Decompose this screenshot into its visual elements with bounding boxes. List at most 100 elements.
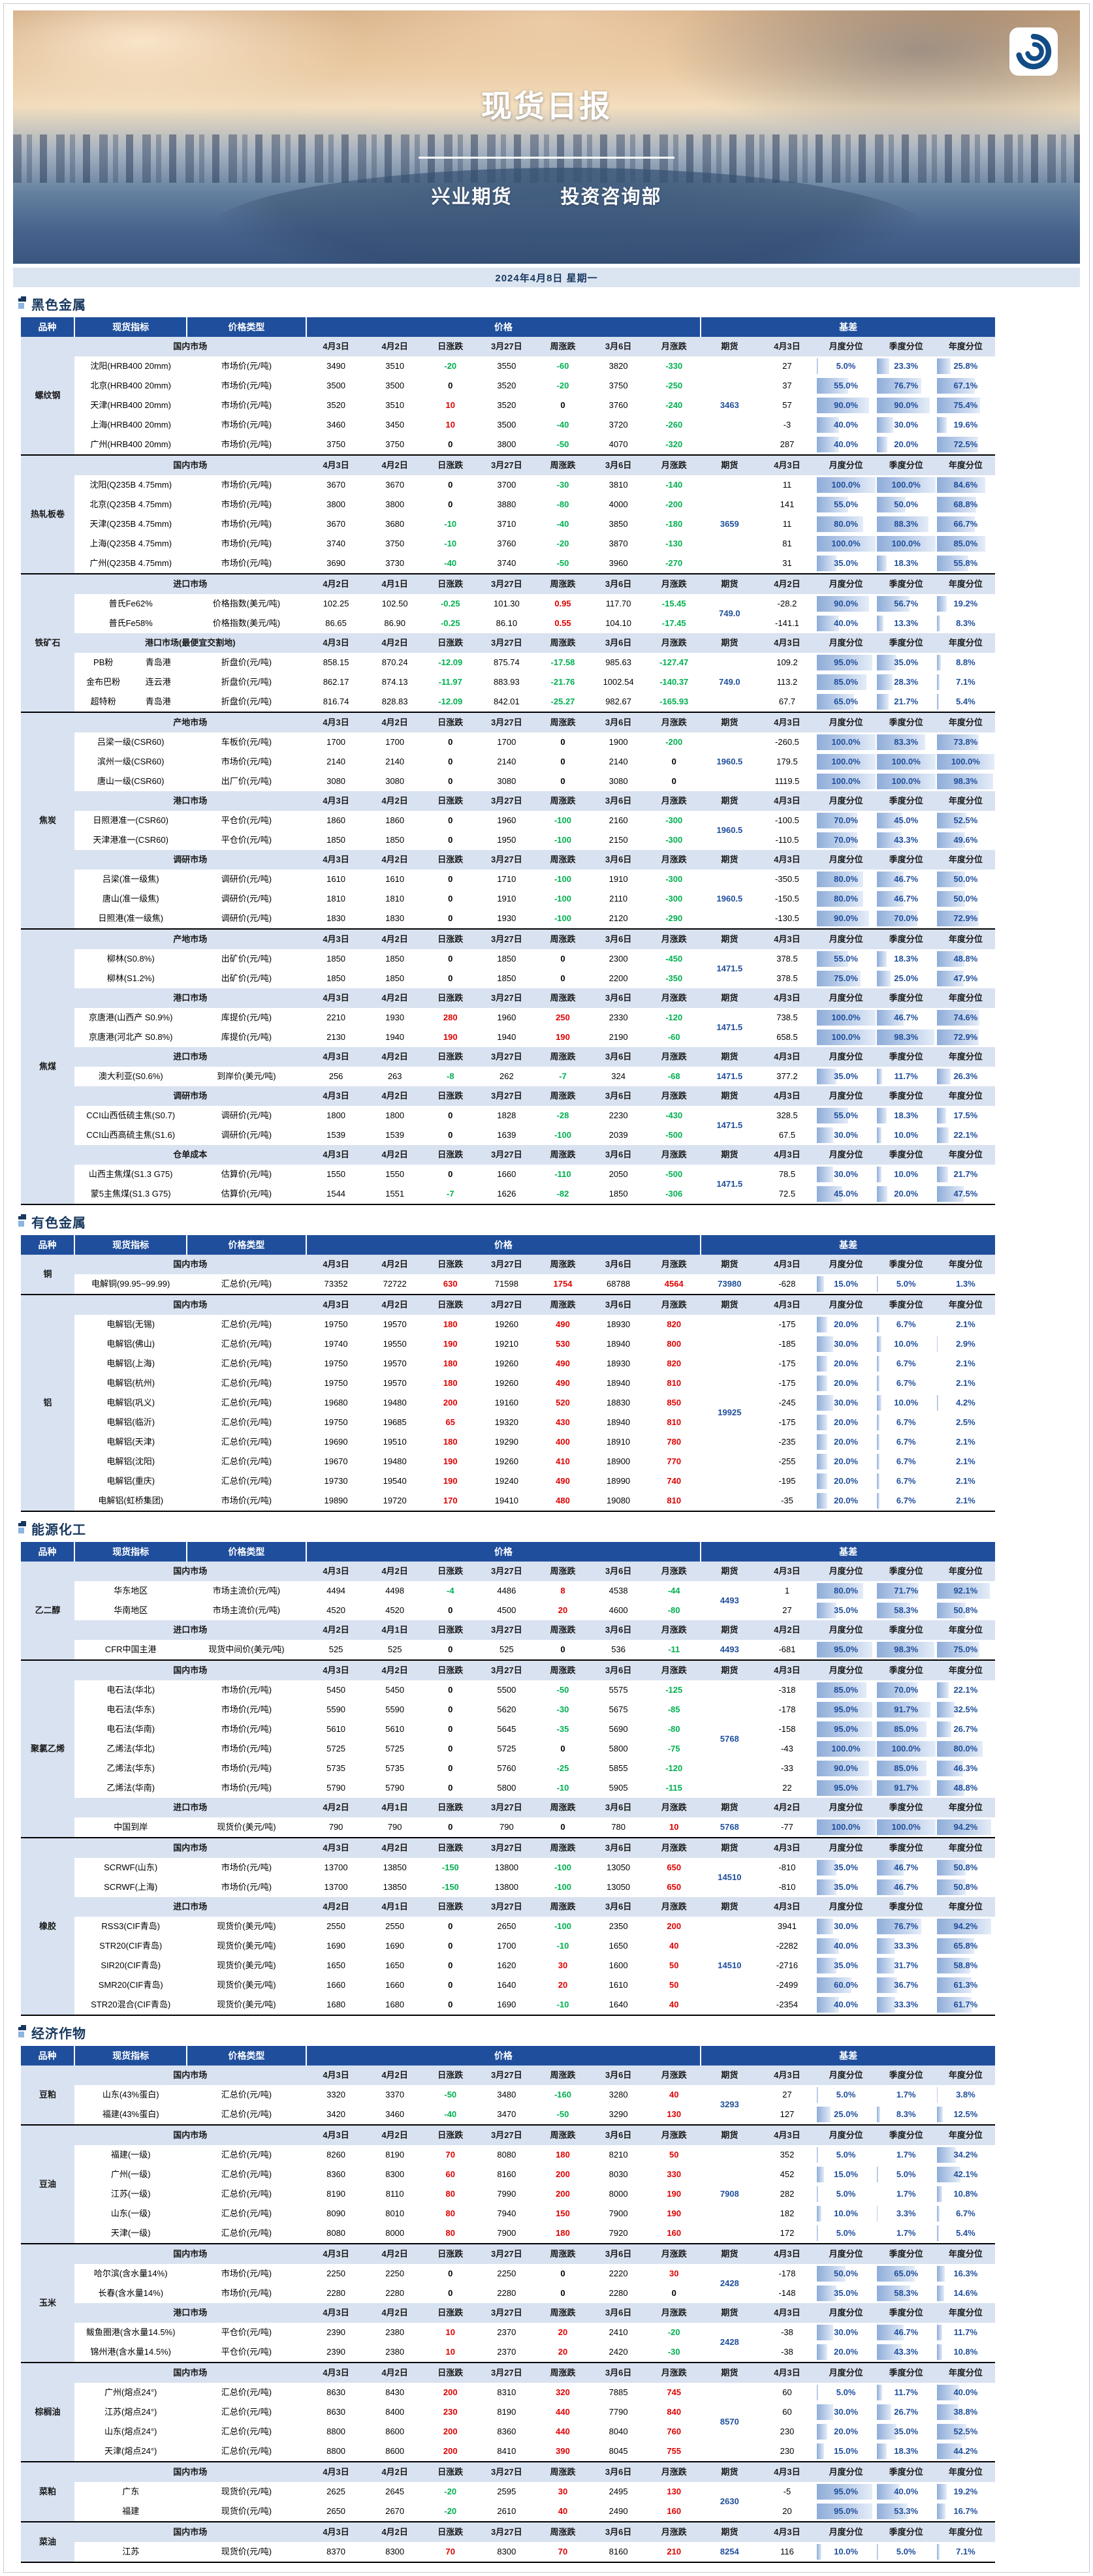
indicator-cell: STR20混合(CIF青岛) <box>74 1995 187 2015</box>
change-cell: -120 <box>647 1008 701 1028</box>
price-cell: 2280 <box>590 2284 647 2303</box>
subheader-col-10: 季度分位 <box>876 2462 936 2482</box>
price-cell: 18940 <box>590 1334 647 1354</box>
price-cell: 5450 <box>306 1680 366 1700</box>
percentile-cell-0: 5.0% <box>816 356 876 376</box>
price-cell: 5905 <box>590 1778 647 1798</box>
indicator-cell: 广东 <box>74 2482 187 2502</box>
percentile-cell-2: 10.8% <box>936 2184 995 2204</box>
percentile-cell-2: 50.0% <box>936 870 995 889</box>
basis-cell: 57 <box>758 396 816 415</box>
percentile-cell-1: 33.3% <box>876 1995 936 2015</box>
subheader-col-2: 日涨跌 <box>424 850 477 870</box>
price-cell: 8800 <box>306 2442 366 2462</box>
subheader-col-2: 日涨跌 <box>424 1897 477 1917</box>
subheader-col-1: 4月2日 <box>366 1047 424 1067</box>
subheader-col-1: 4月2日 <box>366 2244 424 2264</box>
change-cell: -17.45 <box>647 614 701 633</box>
price-cell: 19260 <box>477 1452 536 1471</box>
price-type-cell: 折盘价(元/吨) <box>187 692 306 712</box>
subheader-col-1: 4月2日 <box>366 337 424 356</box>
change-cell: 0 <box>424 376 477 396</box>
change-cell: -44 <box>647 1581 701 1601</box>
percentile-cell-1: 5.0% <box>876 2165 936 2184</box>
change-cell: 40 <box>647 1995 701 2015</box>
subheader-col-11: 年度分位 <box>936 2066 995 2085</box>
change-cell: -40 <box>536 415 590 435</box>
subheader-col-7: 期货 <box>701 1838 758 1858</box>
subheader-col-7: 期货 <box>701 574 758 594</box>
percentile-cell-2: 25.8% <box>936 356 995 376</box>
subheader-col-1: 4月2日 <box>366 2462 424 2482</box>
percentile-cell-2: 8.8% <box>936 653 995 672</box>
percentile-cell-1: 6.7% <box>876 1432 936 1452</box>
percentile-bar <box>817 2325 834 2340</box>
market-label: 国内市场 <box>74 2125 306 2145</box>
percentile-cell-0: 95.0% <box>816 1720 876 1739</box>
subheader-col-4: 周涨跌 <box>536 2363 590 2383</box>
price-type-cell: 估算价(元/吨) <box>187 1165 306 1184</box>
futures-cell: 1960.5 <box>701 870 758 929</box>
market-label: 港口市场(最便宜交割地) <box>74 633 306 653</box>
price-type-cell: 调研价(元/吨) <box>187 909 306 929</box>
percentile-cell-0: 45.0% <box>816 1184 876 1204</box>
price-cell: 5855 <box>590 1759 647 1778</box>
percentile-cell-2: 26.3% <box>936 1067 995 1086</box>
subheader-col-1: 4月2日 <box>366 850 424 870</box>
change-cell: -240 <box>647 396 701 415</box>
subheader-col-0: 4月2日 <box>306 1897 366 1917</box>
percentile-cell-1: 13.3% <box>876 614 936 633</box>
basis-cell: -141.1 <box>758 614 816 633</box>
subheader-col-11: 年度分位 <box>936 2125 995 2145</box>
price-cell: 1850 <box>477 969 536 988</box>
basis-cell: -195 <box>758 1471 816 1491</box>
price-type-cell: 平仓价(元/吨) <box>187 2323 306 2342</box>
percentile-bar <box>937 417 947 433</box>
change-cell: 0 <box>424 969 477 988</box>
subheader-col-4: 周涨跌 <box>536 1838 590 1858</box>
price-cell: 13800 <box>477 1877 536 1897</box>
percentile-cell-2: 44.2% <box>936 2442 995 2462</box>
percentile-bar <box>937 2285 944 2301</box>
change-cell: -25 <box>536 1759 590 1778</box>
price-cell: 2410 <box>590 2323 647 2342</box>
price-cell: 8400 <box>366 2402 424 2422</box>
subheader-col-0: 4月3日 <box>306 712 366 732</box>
change-cell: 0 <box>536 949 590 969</box>
price-cell: 8000 <box>590 2184 647 2204</box>
percentile-cell-2: 2.1% <box>936 1374 995 1393</box>
percentile-bar <box>937 694 939 710</box>
price-cell: 1850 <box>306 830 366 850</box>
price-type-cell: 现货价(元/吨) <box>187 2482 306 2502</box>
change-cell: 0 <box>424 1995 477 2015</box>
futures-cell: 19925 <box>701 1315 758 1511</box>
percentile-bar <box>877 2404 892 2420</box>
subheader-col-10: 季度分位 <box>876 1660 936 1680</box>
price-cell: 525 <box>366 1640 424 1660</box>
change-cell: -0.25 <box>424 594 477 614</box>
percentile-cell-2: 8.3% <box>936 614 995 633</box>
percentile-cell-1: 76.7% <box>876 1917 936 1936</box>
percentile-cell-2: 73.8% <box>936 732 995 752</box>
price-cell: 19720 <box>366 1491 424 1511</box>
basis-cell: 378.5 <box>758 949 816 969</box>
futures-cell: 8254 <box>701 2542 758 2562</box>
percentile-bar <box>817 1127 834 1143</box>
percentile-cell-0: 20.0% <box>816 1354 876 1374</box>
percentile-cell-2: 55.8% <box>936 554 995 574</box>
change-cell: 520 <box>536 1393 590 1413</box>
futures-cell: 1960.5 <box>701 732 758 791</box>
subheader-col-3: 3月27日 <box>477 1047 536 1067</box>
basis-cell: 141 <box>758 495 816 514</box>
price-cell: 790 <box>477 1817 536 1838</box>
